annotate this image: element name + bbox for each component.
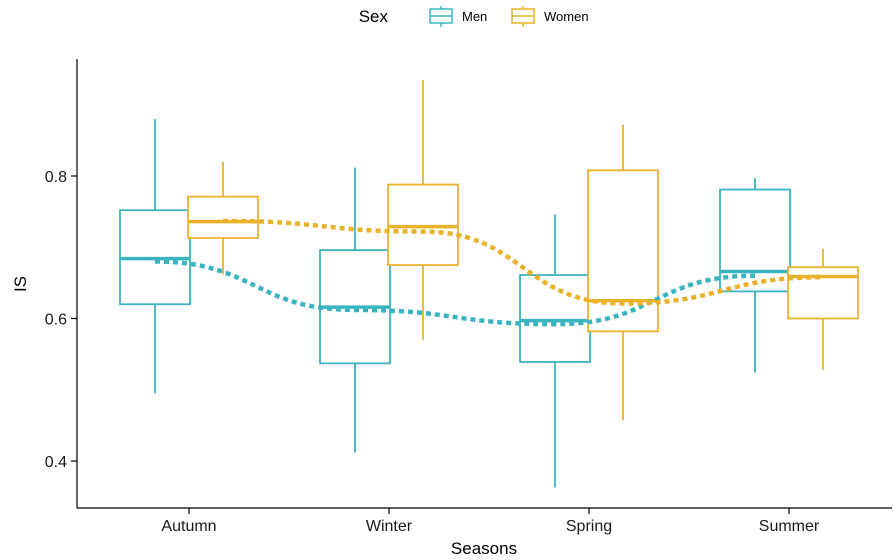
trend-line-men bbox=[154, 259, 756, 327]
box-body bbox=[187, 195, 259, 239]
x-tick-label: Autumn bbox=[161, 518, 216, 535]
y-tick-label: 0.6 bbox=[45, 312, 67, 329]
legend-item-men: Men bbox=[429, 6, 487, 27]
box-men-autumn bbox=[119, 119, 191, 394]
box-body bbox=[519, 274, 591, 363]
x-tick-label: Winter bbox=[366, 518, 413, 535]
box-men-summer bbox=[719, 178, 791, 373]
legend-item-women: Women bbox=[511, 6, 589, 27]
y-axis-title: IS bbox=[11, 276, 30, 292]
legend-label: Women bbox=[544, 9, 589, 24]
box-body bbox=[387, 183, 459, 266]
box-women-spring bbox=[587, 124, 659, 421]
x-tick-label: Spring bbox=[566, 518, 612, 535]
box-women-winter bbox=[387, 79, 459, 340]
box-women-summer bbox=[787, 248, 859, 370]
box-men-spring bbox=[519, 214, 591, 488]
legend-title: Sex bbox=[359, 7, 389, 26]
box-body bbox=[587, 169, 659, 333]
y-tick-label: 0.4 bbox=[45, 454, 67, 471]
legend: Sex Men Women bbox=[359, 6, 589, 27]
x-tick-label: Summer bbox=[759, 518, 820, 535]
box-body bbox=[719, 188, 791, 293]
box-women-autumn bbox=[187, 161, 259, 275]
x-axis-title: Seasons bbox=[451, 539, 517, 558]
y-tick-label: 0.8 bbox=[45, 169, 67, 186]
legend-label: Men bbox=[462, 9, 487, 24]
